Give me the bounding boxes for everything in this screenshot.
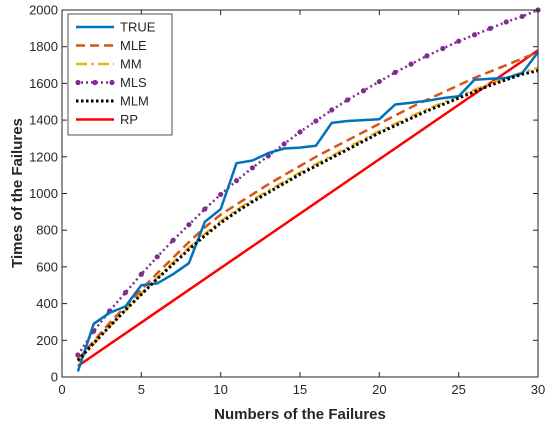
- series-point-mls: [424, 53, 430, 59]
- legend-label-true: TRUE: [120, 20, 156, 35]
- y-tick-label: 400: [36, 296, 58, 311]
- x-tick-label: 15: [293, 382, 307, 397]
- series-point-mls: [392, 69, 398, 75]
- legend-label-mle: MLE: [120, 38, 147, 53]
- series-point-mls: [503, 19, 509, 25]
- series-point-mls: [233, 178, 240, 184]
- y-tick-label: 0: [51, 370, 58, 385]
- series-point-mls: [360, 88, 367, 94]
- series-point-mls: [313, 118, 319, 124]
- series-point-mls: [376, 78, 382, 85]
- legend-label-mlm: MLM: [120, 94, 149, 109]
- legend-label-mm: MM: [120, 57, 142, 72]
- y-tick-label: 1000: [29, 186, 58, 201]
- legend-marker: [75, 79, 81, 86]
- y-tick-label: 2000: [29, 3, 58, 18]
- series-point-mls: [519, 13, 525, 20]
- series-point-mls: [186, 222, 192, 228]
- series-point-mls: [471, 32, 478, 38]
- x-tick-label: 0: [58, 382, 65, 397]
- series-point-mls: [218, 191, 224, 198]
- y-axis-label: Times of the Failures: [9, 118, 26, 268]
- series-point-mls: [408, 61, 414, 67]
- x-axis-label: Numbers of the Failures: [214, 406, 386, 423]
- series-line-rp: [77, 49, 539, 368]
- y-tick-label: 1800: [29, 39, 58, 54]
- y-tick-label: 1600: [29, 76, 58, 91]
- legend: TRUE MLE MM MLS MLM RP: [67, 13, 173, 136]
- series-point-mls: [170, 237, 176, 243]
- series-line-mlm: [76, 69, 539, 362]
- series-layer: [75, 7, 541, 372]
- legend-label-mls: MLS: [120, 75, 147, 90]
- y-tick-label: 1400: [29, 113, 58, 128]
- series-point-mls: [297, 129, 303, 135]
- series-point-mls: [329, 107, 335, 113]
- y-tick-label: 200: [36, 333, 58, 348]
- plot-frame: [61, 9, 539, 378]
- x-tick-label: 25: [451, 382, 465, 397]
- series-point-mls: [345, 97, 351, 103]
- series-point-mls: [202, 206, 208, 212]
- series-line-mls: [76, 8, 539, 356]
- tick-layer: 0 5 10 15 20 25 30 0 200 400 600 800 1000 1200 1400 160…: [29, 3, 545, 398]
- series-point-mls: [487, 25, 493, 31]
- x-tick-label: 30: [531, 382, 545, 397]
- y-tick-label: 800: [36, 223, 58, 238]
- x-tick-label: 20: [372, 382, 386, 397]
- x-tick-label: 5: [138, 382, 145, 397]
- series-point-mls: [154, 254, 160, 260]
- series-point-mls: [249, 165, 255, 171]
- legend-label-rp: RP: [120, 112, 138, 127]
- legend-marker: [109, 79, 115, 86]
- legend-box: [67, 13, 173, 136]
- series-point-mls: [122, 289, 129, 296]
- x-tick-label: 10: [213, 382, 227, 397]
- y-tick-label: 1200: [29, 149, 58, 164]
- series-line-true: [76, 51, 539, 372]
- series-point-mls: [138, 271, 144, 277]
- series-point-mls: [281, 141, 287, 147]
- legend-marker: [92, 79, 98, 86]
- series-point-mls: [456, 38, 462, 44]
- series-point-mls: [440, 45, 446, 52]
- y-tick-label: 600: [36, 259, 58, 274]
- series-line-mle: [76, 51, 539, 361]
